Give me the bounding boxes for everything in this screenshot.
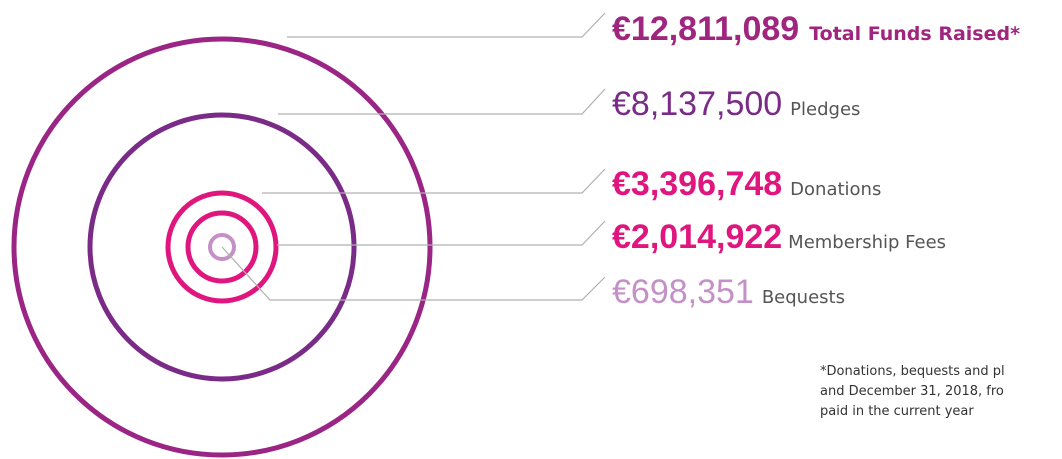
- footnote-line: paid in the current year: [820, 404, 974, 419]
- pledges-ring: [87, 112, 357, 382]
- bequests-ring: [208, 233, 236, 261]
- label: Donations: [790, 179, 881, 200]
- label: Total Funds Raised*: [809, 23, 1020, 45]
- leader-line: [277, 220, 606, 246]
- item: €12,811,089 Total Funds Raised*: [612, 10, 1020, 48]
- item: €3,396,748 Donations: [612, 165, 881, 203]
- label: Pledges: [790, 99, 860, 120]
- leader-line: [262, 168, 606, 194]
- membership-ring: [185, 210, 259, 284]
- leader-line: [221, 246, 606, 301]
- item: €8,137,500 Pledges: [612, 85, 860, 123]
- amount: €698,351: [612, 273, 754, 311]
- footnote-line: *Donations, bequests and pl: [820, 364, 1005, 379]
- label: Membership Fees: [788, 232, 946, 253]
- item: €698,351 Bequests: [612, 273, 845, 311]
- amount: €12,811,089: [612, 10, 799, 48]
- total-ring: [11, 36, 433, 458]
- leader-line: [278, 88, 606, 115]
- amount: €2,014,922: [612, 218, 782, 256]
- label: Bequests: [762, 287, 845, 308]
- footnote-line: and December 31, 2018, fro: [820, 384, 1004, 399]
- amount: €8,137,500: [612, 85, 782, 123]
- leader-line: [287, 12, 606, 38]
- amount: €3,396,748: [612, 165, 782, 203]
- item: €2,014,922 Membership Fees: [612, 218, 946, 256]
- donations-ring: [165, 190, 279, 304]
